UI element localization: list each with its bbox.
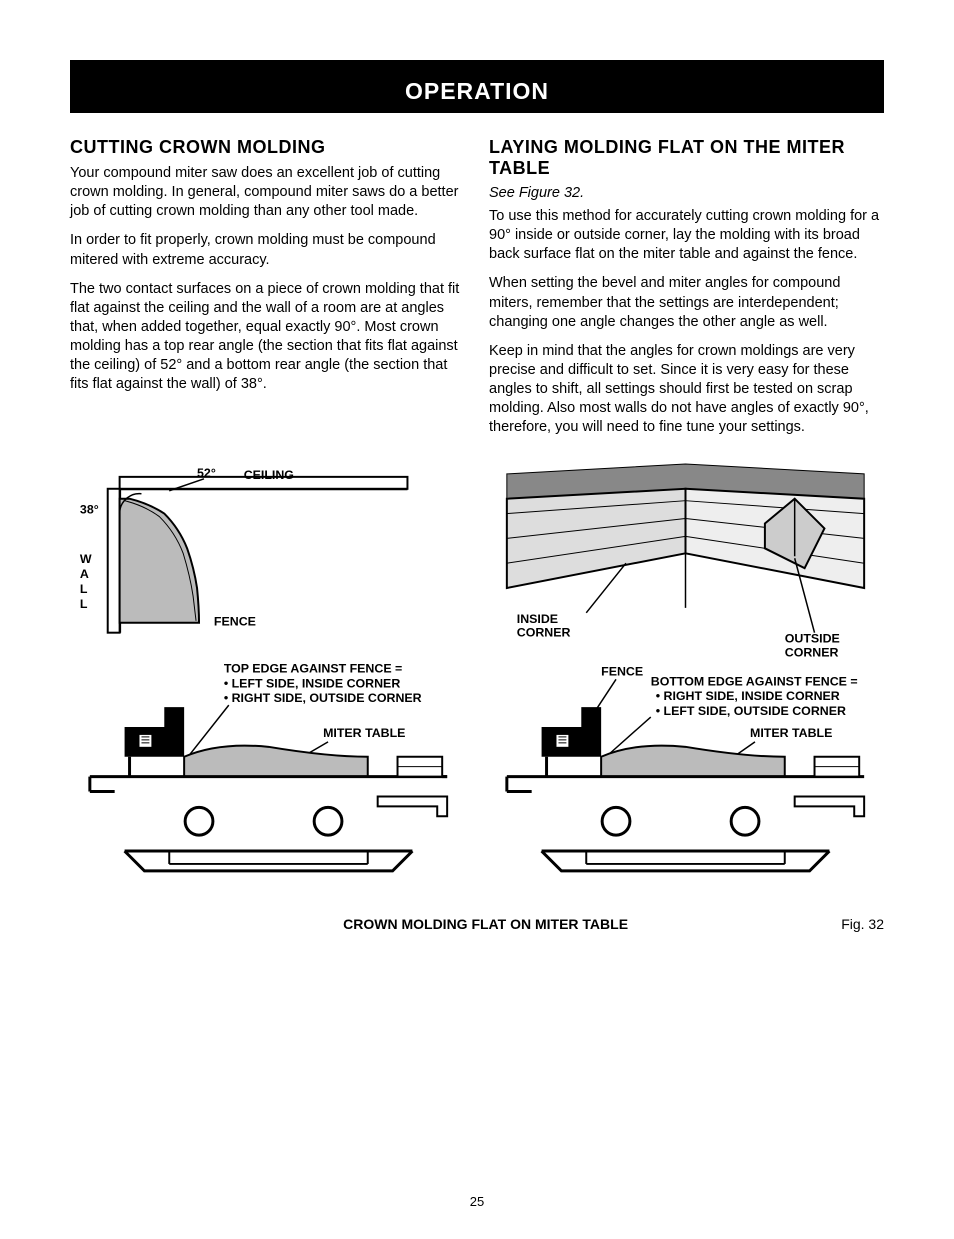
top-edge-label: TOP EDGE AGAINST FENCE = (224, 662, 402, 676)
section-banner: OPERATION (70, 60, 884, 113)
left-p1: Your compound miter saw does an excellen… (70, 164, 465, 221)
page: OPERATION CUTTING CROWN MOLDING Your com… (0, 0, 954, 1239)
see-figure-ref: See Figure 32. (489, 185, 884, 201)
page-number: 25 (0, 1194, 954, 1209)
ceiling-label: CEILING (244, 468, 294, 482)
figure-right-svg: INSIDE CORNER OUTSIDE CORNER FENCE BOTTO… (487, 459, 884, 906)
figure-caption: CROWN MOLDING FLAT ON MITER TABLE (130, 916, 841, 932)
left-p2: In order to fit properly, crown molding … (70, 231, 465, 269)
text-columns: CUTTING CROWN MOLDING Your compound mite… (70, 133, 884, 447)
right-p1: To use this method for accurately cuttin… (489, 207, 884, 264)
heading-cutting-crown: CUTTING CROWN MOLDING (70, 137, 465, 158)
left-p3: The two contact surfaces on a piece of c… (70, 280, 465, 395)
wall-label: W A L L (80, 553, 95, 612)
figure-left-svg: 52° 38° CEILING W A L L FENCE TOP EDGE A… (70, 459, 467, 906)
figure-left: 52° 38° CEILING W A L L FENCE TOP EDGE A… (70, 459, 467, 906)
fence-label-left: FENCE (214, 615, 256, 629)
figure-right: INSIDE CORNER OUTSIDE CORNER FENCE BOTTO… (487, 459, 884, 906)
angle-52: 52° (197, 466, 216, 480)
left-bullet1: • LEFT SIDE, INSIDE CORNER (224, 677, 400, 691)
miter-table-label-right: MITER TABLE (750, 726, 832, 740)
figure-caption-row: CROWN MOLDING FLAT ON MITER TABLE Fig. 3… (70, 916, 884, 932)
right-p3: Keep in mind that the angles for crown m… (489, 342, 884, 438)
left-bullet2: • RIGHT SIDE, OUTSIDE CORNER (224, 692, 422, 706)
heading-laying-flat: LAYING MOLDING FLAT ON THE MITER TABLE (489, 137, 884, 179)
right-column: LAYING MOLDING FLAT ON THE MITER TABLE S… (489, 133, 884, 447)
right-p2: When setting the bevel and miter angles … (489, 274, 884, 331)
outside-corner-label: OUTSIDE CORNER (785, 632, 844, 660)
miter-table-label-left: MITER TABLE (323, 726, 405, 740)
left-column: CUTTING CROWN MOLDING Your compound mite… (70, 133, 465, 447)
right-bullet1: • RIGHT SIDE, INSIDE CORNER (656, 690, 840, 704)
inside-corner-label: INSIDE CORNER (517, 612, 571, 640)
figure-row: 52° 38° CEILING W A L L FENCE TOP EDGE A… (70, 459, 884, 906)
bottom-edge-label: BOTTOM EDGE AGAINST FENCE = (651, 675, 858, 689)
right-bullet2: • LEFT SIDE, OUTSIDE CORNER (656, 704, 846, 718)
figure-number: Fig. 32 (841, 916, 884, 932)
fence-label-right: FENCE (601, 665, 643, 679)
angle-38: 38° (80, 503, 99, 517)
